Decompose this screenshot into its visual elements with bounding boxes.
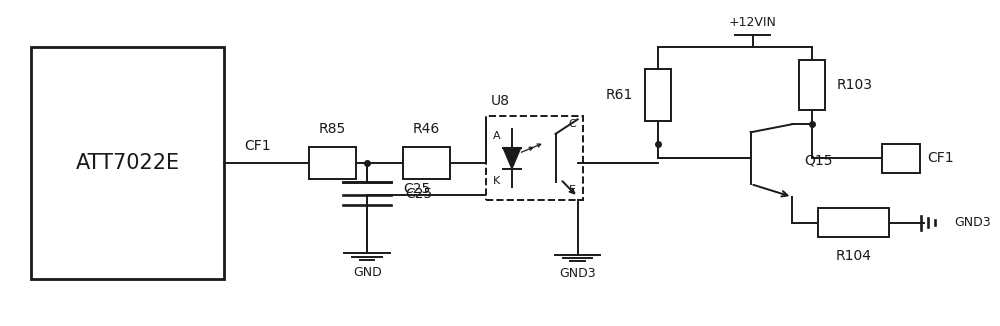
Bar — [309, 147, 356, 179]
Bar — [645, 69, 671, 121]
Polygon shape — [503, 148, 521, 169]
Text: E: E — [569, 185, 576, 195]
Text: +12VIN: +12VIN — [729, 16, 777, 29]
Text: C25: C25 — [406, 187, 433, 201]
Text: GND3: GND3 — [559, 267, 596, 280]
Text: R103: R103 — [837, 79, 873, 93]
Bar — [818, 208, 889, 237]
Text: GND: GND — [353, 266, 382, 279]
Text: ATT7022E: ATT7022E — [75, 153, 179, 173]
Text: Q15: Q15 — [804, 154, 833, 168]
Text: R46: R46 — [413, 122, 440, 136]
Text: GND3: GND3 — [954, 216, 991, 229]
Text: C25: C25 — [404, 182, 431, 196]
Text: R104: R104 — [835, 249, 871, 263]
Bar — [31, 47, 224, 279]
Bar — [403, 147, 450, 179]
Text: R61: R61 — [606, 88, 633, 102]
Text: CF1: CF1 — [245, 139, 271, 153]
Bar — [799, 60, 825, 111]
Text: K: K — [493, 176, 500, 185]
Text: CF1: CF1 — [928, 151, 954, 165]
Text: C: C — [568, 119, 576, 129]
Bar — [486, 116, 583, 200]
Text: A: A — [493, 131, 500, 141]
Bar — [882, 144, 920, 173]
Text: U8: U8 — [491, 94, 510, 108]
Text: R85: R85 — [319, 122, 346, 136]
